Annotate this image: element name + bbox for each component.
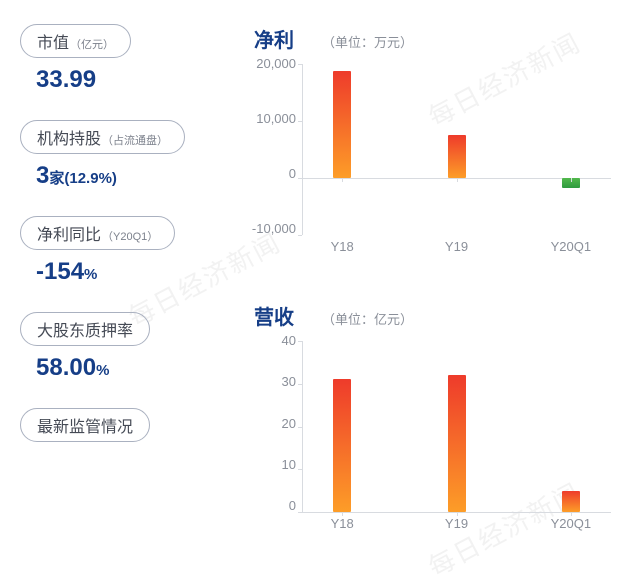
metric-value-number: 3 [36,162,49,189]
bar [562,491,580,512]
x-tick-mark [342,178,343,182]
y-tick-mark [298,341,302,342]
metric-value-number: -154 [36,258,84,285]
metric-label-text: 净利同比 [37,227,101,244]
y-axis: 403020100 [240,334,302,512]
main-container: 市值（亿元） 33.99 机构持股（占流通盘） 3家(12.9%) 净利同比（Y20Q1… [0,0,641,578]
metric-pill: 净利同比（Y20Q1） -154% [20,216,220,286]
x-tick-mark [457,178,458,182]
y-tick-mark [298,384,302,385]
y-tick-label: 10,000 [256,112,302,125]
x-tick-label: Y18 [331,516,354,531]
revenue-chart: 营收 （单位：亿元） 403020100Y18Y19Y20Q1 [240,301,621,568]
metrics-column: 市值（亿元） 33.99 机构持股（占流通盘） 3家(12.9%) 净利同比（Y20Q1… [20,24,220,568]
metric-pill: 市值（亿元） 33.99 [20,24,220,94]
metric-label-text: 大股东质押率 [37,323,133,340]
metric-value-unit: % [84,266,97,283]
y-axis: 20,00010,0000-10,000 [240,57,302,235]
metric-label-text: 市值 [37,35,69,52]
x-tick-label: Y18 [331,239,354,254]
metric-pill: 机构持股（占流通盘） 3家(12.9%) [20,120,220,190]
metric-sublabel: （亿元） [70,39,114,51]
chart-unit: （单位：万元） [322,32,413,51]
y-tick-mark [298,121,302,122]
metric-label: 大股东质押率 [20,312,150,346]
metric-value-number: 58.00 [36,354,96,381]
y-tick-label: -10,000 [252,222,302,235]
metric-label: 净利同比（Y20Q1） [20,216,175,250]
y-tick-mark [298,469,302,470]
chart-unit: （单位：亿元） [322,309,413,328]
metric-label-text: 机构持股 [37,131,101,148]
y-tick-mark [298,64,302,65]
bar [448,375,466,512]
metric-value-unit: % [96,362,109,379]
plot-area [302,64,611,235]
y-tick-label: 0 [289,499,302,512]
x-axis-labels: Y18 Y19 Y20Q1 [302,239,611,257]
chart-header: 营收 （单位：亿元） [240,301,621,330]
x-tick-label: Y19 [445,239,468,254]
metric-value: 58.00% [20,354,220,382]
metric-sublabel: （占流通盘） [102,135,168,147]
x-tick-mark [571,178,572,182]
metric-label-text: 最新监管情况 [37,419,133,436]
metric-value: -154% [20,258,220,286]
chart-header: 净利 （单位：万元） [240,24,621,53]
metric-sublabel: （Y20Q1） [102,231,158,243]
y-tick-mark [298,512,302,513]
revenue-chart-area: 403020100Y18Y19Y20Q1 [240,334,621,534]
chart-title: 营收 [254,301,294,330]
profit-chart: 净利 （单位：万元） 20,00010,0000-10,000Y18Y19Y20… [240,24,621,291]
profit-chart-area: 20,00010,0000-10,000Y18Y19Y20Q1 [240,57,621,257]
metric-label: 机构持股（占流通盘） [20,120,185,154]
metric-value-unit: 家 [49,170,64,187]
x-tick-label: Y20Q1 [551,239,591,254]
metric-value: 3家(12.9%) [20,162,220,190]
bar [448,135,466,178]
metric-value-paren: (12.9%) [64,170,117,187]
y-tick-label: 20,000 [256,57,302,70]
y-axis-line [302,64,303,235]
y-tick-mark [298,235,302,236]
metric-value: 33.99 [20,66,220,94]
bar [333,71,351,178]
bar [333,379,351,512]
metric-label: 最新监管情况 [20,408,150,442]
metric-label: 市值（亿元） [20,24,131,58]
y-axis-line [302,341,303,512]
y-tick-mark [298,178,302,179]
metric-pill: 最新监管情况 [20,408,220,442]
y-tick-label: 20 [282,417,302,430]
charts-column: 净利 （单位：万元） 20,000 10,000 0 -10,000 Y18 Y19 Y20… [240,24,621,568]
metric-pill: 大股东质押率 58.00% [20,312,220,382]
x-tick-label: Y20Q1 [551,516,591,531]
x-tick-label: Y19 [445,516,468,531]
plot-area [302,341,611,512]
y-tick-label: 30 [282,375,302,388]
metric-value-number: 33.99 [36,66,96,93]
x-axis-labels: Y18 Y19 Y20Q1 [302,516,611,534]
y-tick-mark [298,427,302,428]
chart-title: 净利 [254,24,294,53]
